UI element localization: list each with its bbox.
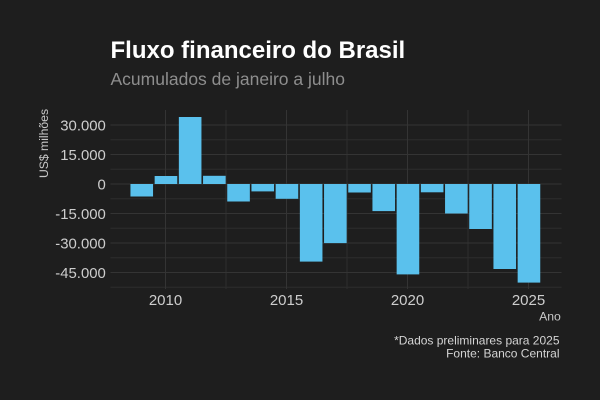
svg-text:US$ milhões: US$ milhões — [37, 109, 51, 178]
svg-text:Fonte: Banco Central: Fonte: Banco Central — [446, 347, 559, 361]
svg-text:Acumulados de janeiro a julho: Acumulados de janeiro a julho — [111, 69, 345, 89]
svg-text:-45.000: -45.000 — [55, 266, 106, 282]
svg-text:Ano: Ano — [539, 310, 561, 324]
svg-text:Fluxo financeiro do Brasil: Fluxo financeiro do Brasil — [111, 37, 406, 64]
svg-text:2015: 2015 — [270, 292, 303, 309]
svg-text:-15.000: -15.000 — [55, 207, 106, 223]
svg-text:-30.000: -30.000 — [55, 237, 106, 253]
svg-text:15.000: 15.000 — [60, 148, 106, 164]
svg-text:30.000: 30.000 — [60, 119, 106, 135]
svg-text:2010: 2010 — [149, 292, 182, 309]
svg-text:2020: 2020 — [391, 292, 424, 309]
svg-text:2025: 2025 — [512, 292, 545, 309]
svg-text:*Dados preliminares para 2025: *Dados preliminares para 2025 — [394, 333, 560, 347]
svg-text:0: 0 — [98, 178, 106, 194]
